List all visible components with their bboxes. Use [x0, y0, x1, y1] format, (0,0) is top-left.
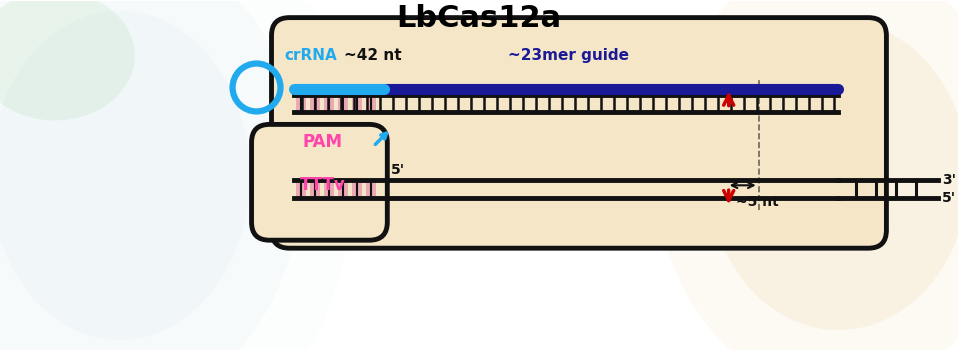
Bar: [324, 180, 334, 198]
Bar: [352, 96, 362, 112]
Text: 5': 5': [392, 163, 405, 177]
Ellipse shape: [657, 0, 960, 350]
Bar: [367, 96, 376, 112]
Bar: [338, 180, 348, 198]
Bar: [324, 96, 334, 112]
FancyBboxPatch shape: [252, 124, 387, 240]
Text: ~5 nt: ~5 nt: [735, 195, 779, 209]
Text: 5': 5': [943, 191, 956, 205]
Bar: [297, 180, 306, 198]
Ellipse shape: [0, 10, 250, 340]
Bar: [310, 96, 321, 112]
Text: TTTv: TTTv: [300, 176, 346, 194]
Bar: [367, 180, 376, 198]
Bar: [310, 180, 321, 198]
Bar: [275, 202, 365, 232]
Bar: [352, 180, 362, 198]
Text: ~42 nt: ~42 nt: [345, 48, 402, 63]
FancyBboxPatch shape: [272, 18, 886, 248]
Text: PAM: PAM: [302, 133, 343, 152]
Ellipse shape: [0, 0, 134, 120]
Ellipse shape: [0, 0, 301, 350]
Text: crRNA: crRNA: [284, 48, 337, 63]
Bar: [338, 96, 348, 112]
Bar: [297, 96, 306, 112]
Text: LbCas12a: LbCas12a: [396, 4, 562, 33]
Ellipse shape: [708, 21, 960, 330]
Text: 3': 3': [943, 173, 956, 187]
Text: ~23mer guide: ~23mer guide: [509, 48, 630, 63]
